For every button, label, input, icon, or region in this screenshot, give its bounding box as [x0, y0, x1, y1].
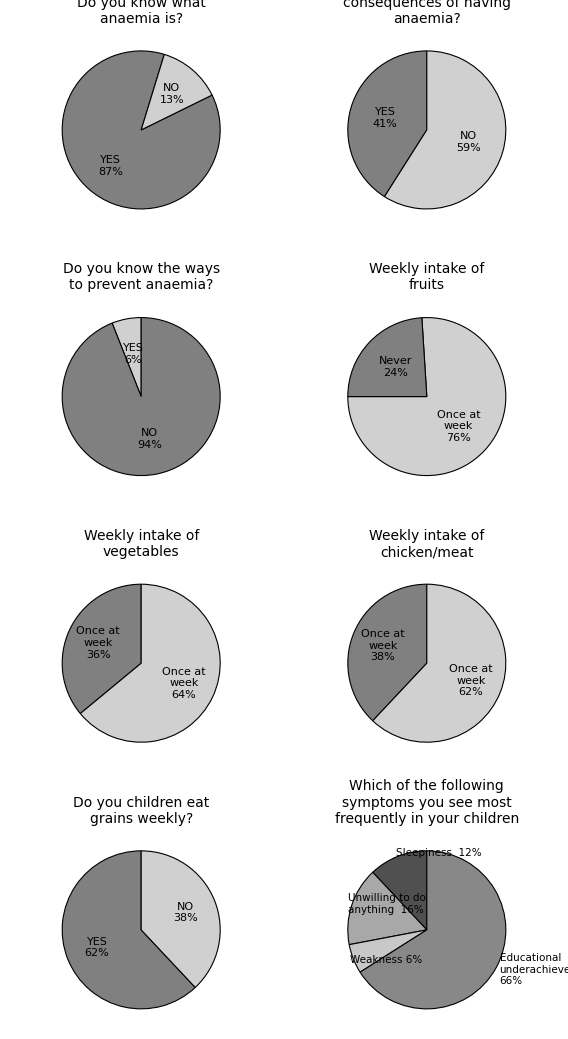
Text: Once at
week
76%: Once at week 76%	[437, 409, 481, 443]
Text: NO
38%: NO 38%	[173, 902, 198, 924]
Wedge shape	[360, 851, 506, 1009]
Title: Do you know the physical
consequences of having
anaemia?: Do you know the physical consequences of…	[337, 0, 516, 26]
Text: NO
13%: NO 13%	[160, 83, 184, 105]
Title: Do you know the ways
to prevent anaemia?: Do you know the ways to prevent anaemia?	[62, 262, 220, 293]
Wedge shape	[348, 318, 506, 476]
Wedge shape	[62, 51, 220, 209]
Wedge shape	[62, 584, 141, 714]
Text: Once at
week
62%: Once at week 62%	[449, 664, 492, 697]
Text: YES
87%: YES 87%	[98, 155, 123, 177]
Text: Once at
week
36%: Once at week 36%	[77, 627, 120, 660]
Wedge shape	[348, 51, 427, 196]
Wedge shape	[141, 54, 212, 130]
Wedge shape	[373, 851, 427, 930]
Text: NO
59%: NO 59%	[456, 131, 481, 153]
Wedge shape	[348, 584, 427, 721]
Wedge shape	[62, 318, 220, 476]
Title: Do you children eat
grains weekly?: Do you children eat grains weekly?	[73, 796, 210, 826]
Title: Which of the following
symptoms you see most
frequently in your children: Which of the following symptoms you see …	[335, 779, 519, 826]
Wedge shape	[373, 584, 506, 742]
Wedge shape	[80, 584, 220, 742]
Wedge shape	[62, 851, 195, 1009]
Text: NO
94%: NO 94%	[137, 428, 162, 450]
Text: Once at
week
64%: Once at week 64%	[162, 667, 206, 700]
Text: YES
62%: YES 62%	[85, 936, 110, 958]
Text: Once at
week
38%: Once at week 38%	[361, 630, 404, 662]
Text: Unwilling to do
anything  16%: Unwilling to do anything 16%	[348, 894, 426, 915]
Text: YES
41%: YES 41%	[373, 107, 398, 129]
Wedge shape	[349, 930, 427, 973]
Wedge shape	[141, 851, 220, 987]
Wedge shape	[348, 873, 427, 944]
Title: Weekly intake of
vegetables: Weekly intake of vegetables	[83, 529, 199, 559]
Text: Weakness 6%: Weakness 6%	[350, 956, 422, 965]
Text: Sleepiness  12%: Sleepiness 12%	[396, 848, 482, 858]
Title: Do you know what
anaemia is?: Do you know what anaemia is?	[77, 0, 206, 26]
Text: Educational
underachievement
66%: Educational underachievement 66%	[499, 953, 568, 986]
Title: Weekly intake of
chicken/meat: Weekly intake of chicken/meat	[369, 529, 485, 559]
Wedge shape	[112, 318, 141, 397]
Text: Never
24%: Never 24%	[378, 356, 412, 377]
Wedge shape	[348, 318, 427, 397]
Wedge shape	[385, 51, 506, 209]
Text: YES
6%: YES 6%	[123, 343, 144, 365]
Title: Weekly intake of
fruits: Weekly intake of fruits	[369, 262, 485, 293]
